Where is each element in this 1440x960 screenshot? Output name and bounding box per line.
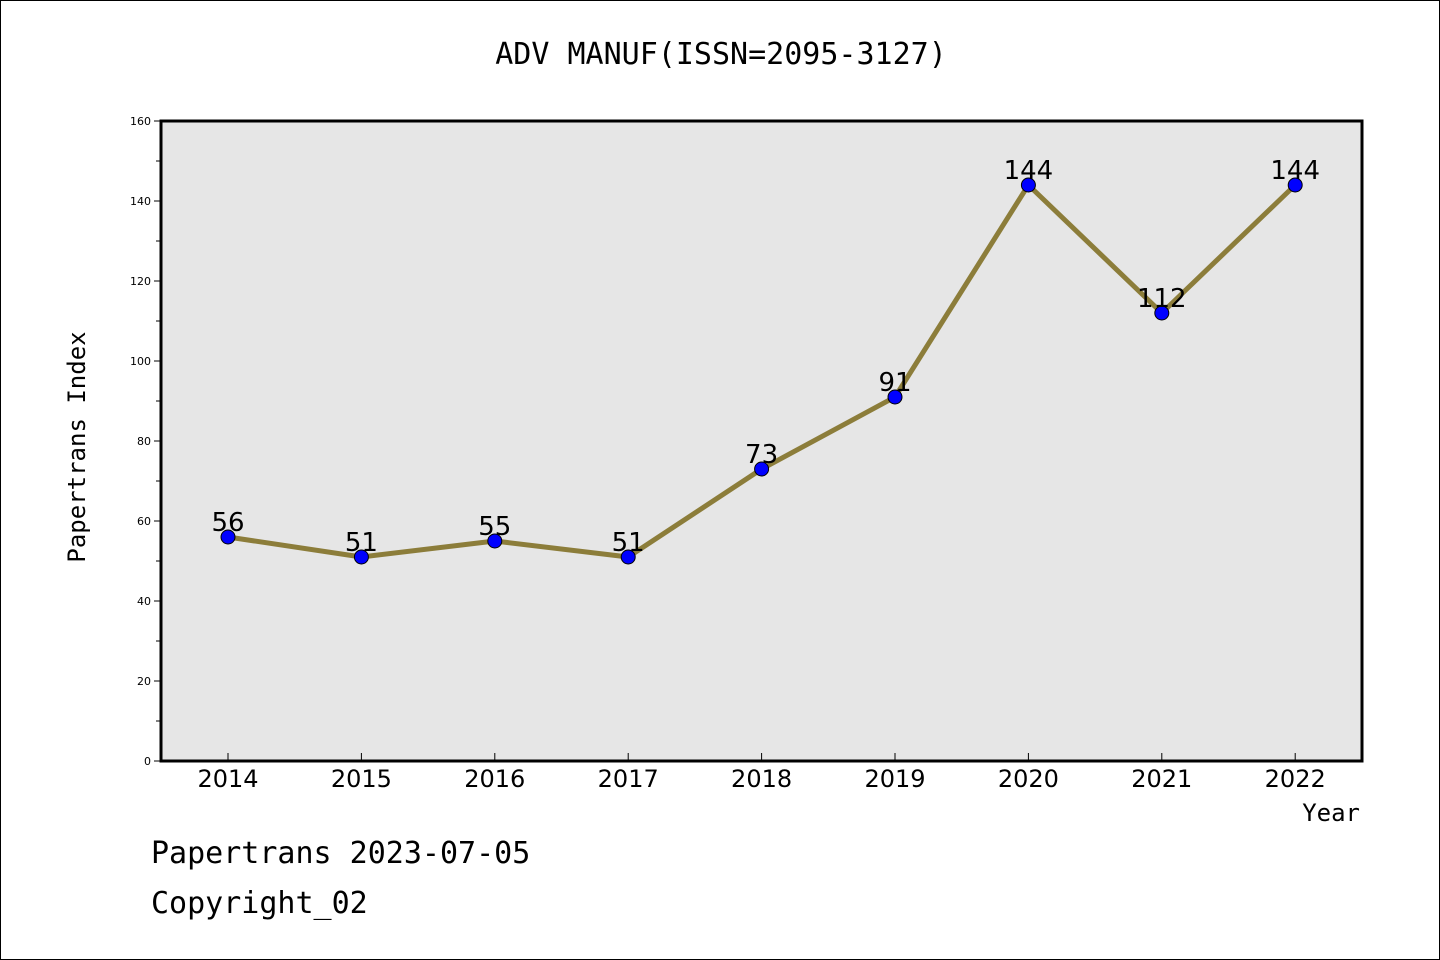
plot-area [159, 119, 1364, 763]
y-tick-label: 0 [144, 755, 151, 768]
y-axis-title: Papertrans Index [63, 331, 91, 562]
data-point-marker [1154, 305, 1170, 321]
y-tick-label: 140 [130, 195, 151, 208]
x-tick-label: 2021 [1131, 765, 1192, 793]
data-point-marker [487, 533, 503, 549]
footer-copyright-text: Copyright_02 [151, 886, 368, 921]
x-tick-label: 2014 [197, 765, 258, 793]
x-tick-label: 2017 [598, 765, 659, 793]
data-point-label: 55 [478, 512, 511, 542]
data-point-label: 144 [1270, 156, 1320, 186]
y-tick-label: 100 [130, 355, 151, 368]
y-tick-label: 20 [137, 675, 151, 688]
data-point-label: 144 [1004, 156, 1054, 186]
y-tick-label: 120 [130, 275, 151, 288]
y-axis: 0 20 40 60 80 100 120 140 160 [130, 115, 161, 768]
y-tick-label: 60 [137, 515, 151, 528]
x-tick-label: 2016 [464, 765, 525, 793]
data-point-marker [887, 389, 903, 405]
x-tick-label: 2019 [864, 765, 925, 793]
data-point-marker [353, 549, 369, 565]
data-point-label: 112 [1137, 284, 1187, 314]
x-axis-title: Year [1302, 799, 1360, 827]
data-point-label: 51 [612, 528, 645, 558]
chart-title: ADV MANUF(ISSN=2095-3127) [495, 37, 947, 72]
data-labels: 56 51 55 51 73 91 144 112 144 [211, 156, 1320, 558]
y-tick-label: 80 [137, 435, 151, 448]
data-point-marker [1287, 177, 1303, 193]
data-point-marker [754, 461, 770, 477]
data-point-label: 91 [878, 368, 911, 398]
data-point-label: 56 [211, 508, 244, 538]
footer-date-text: Papertrans 2023-07-05 [151, 836, 531, 871]
data-point-label: 73 [745, 440, 778, 470]
data-point-marker [1020, 177, 1036, 193]
data-point-label: 51 [345, 528, 378, 558]
data-point-marker [220, 529, 236, 545]
x-tick-label: 2018 [731, 765, 792, 793]
data-point-marker [620, 549, 636, 565]
y-tick-label: 40 [137, 595, 151, 608]
x-axis: 2014 2015 2016 2017 2018 2019 2020 2021 2022 [197, 753, 1326, 793]
x-tick-label: 2020 [998, 765, 1059, 793]
x-tick-label: 2022 [1265, 765, 1326, 793]
y-tick-label: 160 [130, 115, 151, 128]
data-markers [220, 177, 1303, 565]
x-tick-label: 2015 [331, 765, 392, 793]
